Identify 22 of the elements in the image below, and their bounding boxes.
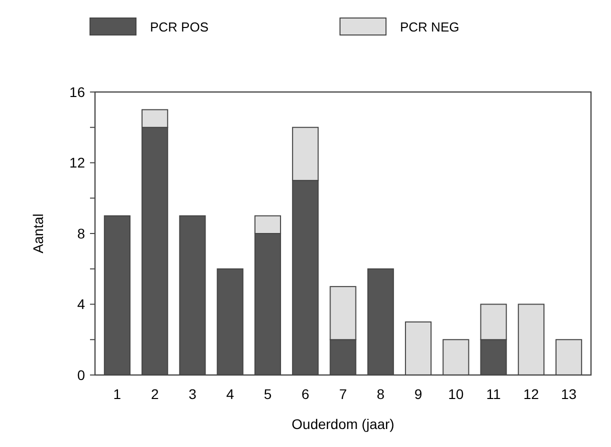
x-tick-label: 6 xyxy=(301,386,310,402)
x-tick-label: 12 xyxy=(523,386,540,402)
legend-label: PCR NEG xyxy=(400,20,460,35)
x-tick-label: 2 xyxy=(150,386,159,402)
y-tick-label: 8 xyxy=(77,225,86,242)
x-tick-label: 11 xyxy=(486,386,502,402)
y-tick-label: 4 xyxy=(77,296,86,312)
legend-label: PCR POS xyxy=(150,20,209,35)
y-tick-label: 16 xyxy=(69,84,86,100)
x-tick-label: 9 xyxy=(414,386,422,402)
x-tick-label: 8 xyxy=(376,386,385,402)
x-tick-label: 7 xyxy=(339,386,348,402)
x-tick-label: 1 xyxy=(113,386,122,402)
x-tick-label: 13 xyxy=(561,386,577,402)
x-tick-label: 10 xyxy=(448,386,464,402)
y-tick-label: 0 xyxy=(77,366,86,383)
x-tick-label: 3 xyxy=(188,386,197,402)
y-axis-title: Aantal xyxy=(30,214,46,254)
x-tick-label: 5 xyxy=(264,386,272,402)
y-tick-label: 12 xyxy=(69,154,86,171)
x-axis-title: Ouderdom (jaar) xyxy=(292,416,394,432)
x-tick-label: 4 xyxy=(226,386,234,402)
